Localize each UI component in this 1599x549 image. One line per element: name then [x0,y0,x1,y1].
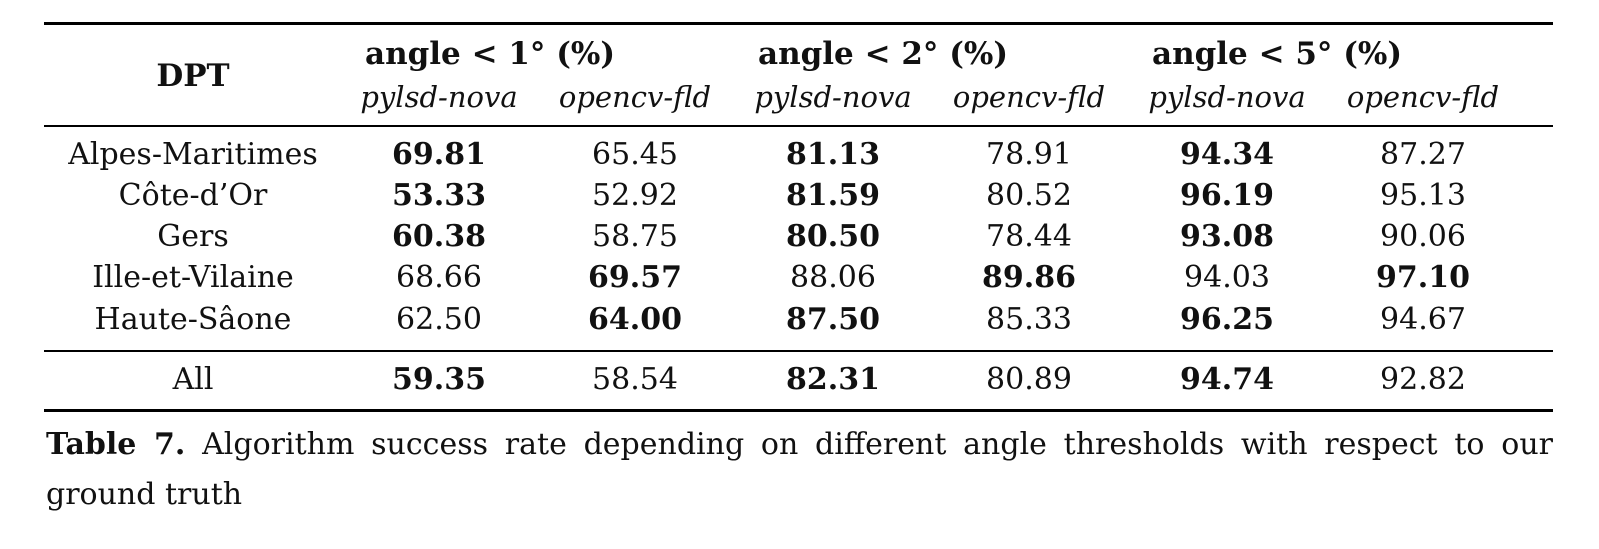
table-row-value: 81.59 [786,178,880,213]
table-row-label: Ille-et-Vilaine [92,260,294,295]
table-row-value: 52.92 [592,178,678,213]
total-rule [44,350,1553,352]
table-row-value: 80.52 [986,178,1072,213]
table-row-value: 60.38 [392,219,486,254]
table-row-value: 62.50 [396,302,482,337]
total-row-value: 80.89 [986,362,1072,397]
table-row-value: 89.86 [982,260,1076,295]
caption-label: Table 7. [46,427,186,462]
table-row-value: 65.45 [592,137,678,172]
table-row-value: 78.44 [986,219,1072,254]
row-header: DPT [156,58,230,94]
table-row-value: 68.66 [396,260,482,295]
total-row-value: 94.74 [1180,362,1274,397]
table-row-value: 53.33 [392,178,486,213]
table-row-value: 94.34 [1180,137,1274,172]
method-header: pylsd-nova [360,80,518,114]
total-row-value: 92.82 [1380,362,1466,397]
group-header-3: angle < 5° (%) [1151,36,1402,72]
table-row-value: 80.50 [786,219,880,254]
table-row-value: 81.13 [786,137,880,172]
table-row-value: 95.13 [1380,178,1466,213]
total-row-value: 58.54 [592,362,678,397]
table-row-label: Gers [157,219,229,254]
table-row-value: 69.81 [392,137,486,172]
method-header: pylsd-nova [754,80,912,114]
table-row-value: 90.06 [1380,219,1466,254]
method-header: pylsd-nova [1148,80,1306,114]
caption-text: Algorithm success rate depending on diff… [46,427,1553,512]
total-row-value: 82.31 [786,362,880,397]
table-row-value: 64.00 [588,302,682,337]
top-rule [44,22,1553,25]
method-header: opencv-fld [558,80,712,114]
group-header-1: angle < 1° (%) [364,36,615,72]
table-row-value: 96.25 [1180,302,1274,337]
table-row-value: 85.33 [986,302,1072,337]
table-row-value: 78.91 [986,137,1072,172]
table-row-value: 87.27 [1380,137,1466,172]
total-row-label: All [172,362,214,397]
table-row-value: 93.08 [1180,219,1274,254]
table-row-label: Alpes-Maritimes [68,137,318,172]
table-row-value: 88.06 [790,260,876,295]
method-header: opencv-fld [1346,80,1500,114]
table-row-value: 87.50 [786,302,880,337]
table-row-value: 94.67 [1380,302,1466,337]
table-row-value: 58.75 [592,219,678,254]
table-row-value: 94.03 [1184,260,1270,295]
total-row-value: 59.35 [392,362,486,397]
group-header-2: angle < 2° (%) [757,36,1008,72]
table-row-value: 69.57 [588,260,682,295]
table-caption: Table 7. Algorithm success rate dependin… [46,420,1553,520]
table-row-value: 97.10 [1376,260,1470,295]
table-row-value: 96.19 [1180,178,1274,213]
method-header: opencv-fld [952,80,1106,114]
bottom-rule [44,409,1553,412]
header-rule [44,125,1553,127]
table-row-label: Haute-Sâone [94,302,292,337]
table-row-label: Côte-d’Or [118,178,268,213]
